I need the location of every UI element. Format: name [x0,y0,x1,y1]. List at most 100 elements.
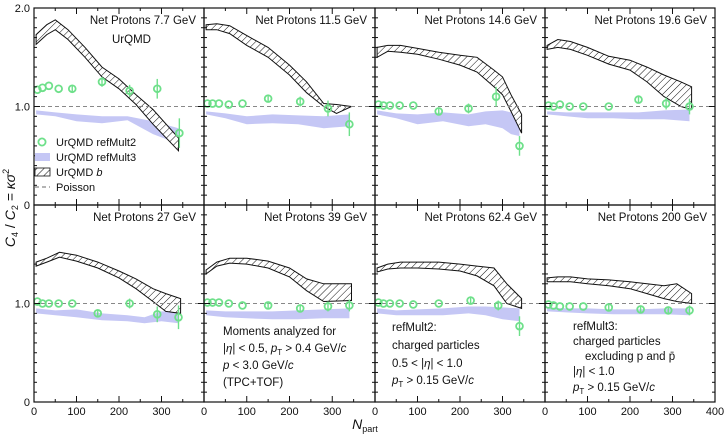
x-tick-label: 100 [578,406,596,418]
data-point [434,299,444,308]
data-point [152,310,162,319]
panel-5: Net Protons 27 GeV 0 1.0 0 100 200 300 [15,204,205,418]
data-point [604,102,614,111]
data-point [578,302,588,311]
note-5-line-1: Moments analyzed for [223,326,336,338]
data-point [97,77,107,87]
data-point [238,99,247,108]
note-7-line-5: pT > 0.15 GeV/c [572,382,655,396]
note-7-line-4: |η| < 1.0 [573,366,614,378]
data-point [214,99,224,108]
x-tick-label: 0 [542,406,548,418]
data-point [323,302,333,311]
data-point [67,299,77,308]
x-tick-label: 100 [408,406,426,418]
x-tick-label: 300 [152,406,170,418]
panel-plot-area [545,38,715,122]
data-point [125,299,134,308]
legend-label-refmult3: UrQMD refMult3 [56,152,136,164]
panel-7: Net Protons 62.4 GeV 0 100 200 300 [372,204,546,418]
data-point [295,304,305,313]
x-tick-label: 100 [238,406,256,418]
data-point [555,100,565,109]
panel-plot-area [375,44,545,156]
panel-6: Net Protons 39 GeV 0 100 200 300 [201,204,376,418]
panel-title: Net Protons 39 GeV [264,212,367,224]
impact-parameter-band [546,276,693,305]
data-point [44,81,54,91]
y-tick-label: 0 [24,397,30,409]
x-tick-label: 400 [706,406,724,418]
data-point [34,297,42,306]
refmult3-band [36,308,179,324]
note-6-line-4: pT > 0.15 GeV/c [391,375,474,389]
impact-parameter-band [546,38,693,111]
panel-3: Net Protons 14.6 GeV [374,7,546,206]
x-tick-label: 200 [280,406,298,418]
data-point [345,119,354,129]
x-tick-label: 200 [621,406,639,418]
data-point [263,301,273,310]
impact-parameter-band [376,261,523,310]
y-tick-label: 0 [24,200,30,212]
data-point [263,94,273,103]
data-point [604,303,614,312]
panel-area: Net Protons 7.7 GeV 0 1.0 2.0 Net Protons 11… [15,3,724,418]
panel-plot-area [34,19,204,153]
refmult3-band [206,111,350,129]
panel-title: Net Protons 27 GeV [93,212,196,224]
data-point [661,99,671,108]
y-tick-label: 1.0 [15,299,30,311]
data-point [385,101,395,110]
panel-title: Net Protons 200 GeV [598,212,708,224]
panel-plot-area [545,276,715,316]
legend: UrQMD refMult2 UrQMD refMult3 UrQMD b Po… [34,137,136,194]
data-point [44,299,54,308]
data-point [578,102,588,111]
legend-marker-refmult2 [37,137,47,147]
panel-title: Net Protons 11.5 GeV [255,15,367,27]
panel-plot-area [204,23,375,137]
note-panel-5: Moments analyzed for |η| < 0.5, pT > 0.4… [222,326,347,389]
data-point [375,100,383,109]
data-point [408,101,418,110]
data-point [54,84,63,94]
legend-label-b: UrQMD b [56,167,102,179]
data-point [685,306,694,315]
legend-label-refmult2: UrQMD refMult2 [56,137,136,149]
data-point [54,299,63,308]
data-point [224,100,234,109]
panel-title: Net Protons 62.4 GeV [424,212,537,224]
data-point [565,102,574,111]
data-point [515,321,524,331]
x-tick-label: 0 [31,406,37,418]
data-point [636,305,645,314]
legend-label-poisson: Poisson [56,182,95,194]
data-point [214,298,224,307]
y-tick-label: 2.0 [15,3,30,15]
data-point [555,302,565,311]
y-tick-label: 1.0 [15,102,30,114]
refmult3-band [547,109,690,122]
refmult3-band [206,308,350,320]
panel-title: Net Protons 14.6 GeV [424,15,537,27]
x-tick-label: 300 [663,406,681,418]
data-point [34,85,42,95]
model-label: UrQMD [112,34,151,46]
note-7-line-3: excluding p and p̄ [585,351,675,363]
data-point [375,298,383,307]
data-point [408,300,418,309]
note-6-line-3: 0.5 < |η| < 1.0 [392,358,463,370]
data-point [685,102,694,111]
data-point [125,86,134,96]
panel-1: Net Protons 7.7 GeV 0 1.0 2.0 [15,3,205,212]
note-panel-7: refMult3: charged particles excluding p … [572,321,675,396]
panel-plot-area [34,251,204,330]
data-point [395,101,404,110]
impact-parameter-band [376,44,523,134]
x-tick-label: 0 [372,406,378,418]
x-axis-title: Npart [352,416,378,434]
data-point [93,309,103,318]
legend-swatch-refmult3 [35,153,50,161]
data-point [238,301,247,310]
